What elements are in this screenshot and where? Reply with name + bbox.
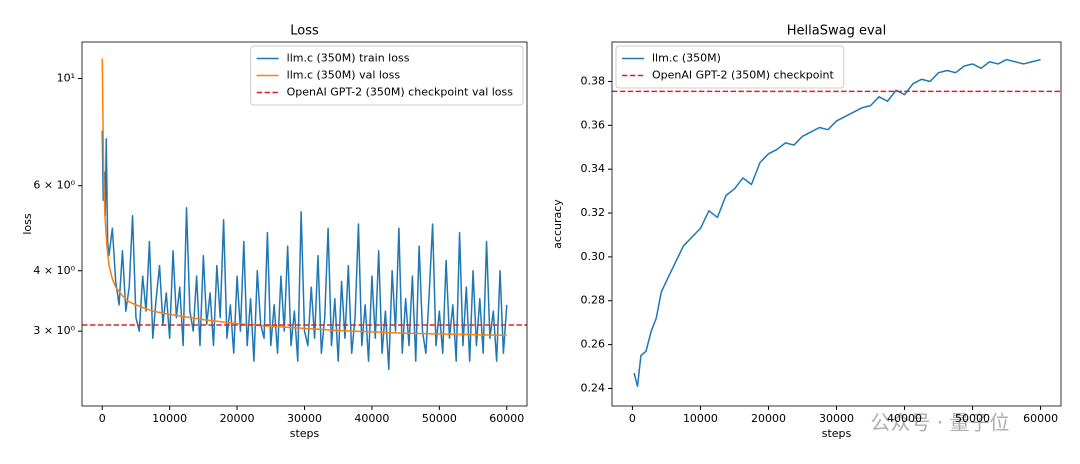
plot-area <box>612 58 1061 388</box>
x-tick-label: 60000 <box>489 412 524 425</box>
x-tick-label: 40000 <box>354 412 389 425</box>
legend-label: llm.c (350M) val loss <box>287 69 401 82</box>
plot-area <box>82 58 527 371</box>
chart-title: Loss <box>290 24 319 39</box>
legend: llm.c (350M) train loss llm.c (350M) val … <box>256 52 514 99</box>
y-tick-label: 0.36 <box>581 118 606 131</box>
y-tick-label: 0.28 <box>581 294 606 307</box>
y-tick-label: 0.38 <box>581 74 606 87</box>
y-tick-label: 0.24 <box>581 381 606 394</box>
x-tick-label: 40000 <box>887 412 922 425</box>
data-line <box>633 58 1041 388</box>
y-tick-label: 4 × 10⁰ <box>33 264 75 277</box>
y-tick-label: 0.34 <box>581 162 606 175</box>
legend-label: llm.c (350M) <box>652 52 721 65</box>
x-tick-label: 30000 <box>287 412 322 425</box>
y-tick-label: 6 × 10⁰ <box>33 179 75 192</box>
x-tick-label: 50000 <box>955 412 990 425</box>
y-tick-label: 3 × 10⁰ <box>33 324 75 337</box>
x-tick-label: 0 <box>99 412 106 425</box>
y-axis-label: loss <box>21 213 34 235</box>
x-tick-label: 60000 <box>1023 412 1058 425</box>
y-tick-label: 0.26 <box>581 338 606 351</box>
axes-frame <box>81 41 528 407</box>
x-tick-label: 20000 <box>751 412 786 425</box>
x-axis-label: steps <box>822 427 852 440</box>
x-axis-label: steps <box>290 427 320 440</box>
data-line <box>101 58 507 337</box>
x-tick-label: 30000 <box>819 412 854 425</box>
y-tick-label: 10¹ <box>57 72 75 85</box>
y-tick-label: 0.32 <box>581 206 606 219</box>
x-tick-label: 0 <box>629 412 636 425</box>
y-tick-label: 0.30 <box>581 250 606 263</box>
x-tick-label: 10000 <box>152 412 187 425</box>
axes-frame <box>611 41 1062 407</box>
legend-box <box>250 45 524 106</box>
legend-label: OpenAI GPT-2 (350M) checkpoint val loss <box>287 86 514 99</box>
chart-title: HellaSwag eval <box>787 24 886 39</box>
x-tick-label: 50000 <box>422 412 457 425</box>
legend: llm.c (350M) OpenAI GPT-2 (350M) checkpoi… <box>622 52 834 82</box>
x-tick-label: 10000 <box>683 412 718 425</box>
watermark: 公众号 · 量子位 <box>870 411 1009 435</box>
legend-label: llm.c (350M) train loss <box>287 52 410 65</box>
y-axis-label: accuracy <box>551 199 564 249</box>
legend-label: OpenAI GPT-2 (350M) checkpoint <box>652 69 834 82</box>
legend-box <box>615 45 845 89</box>
x-tick-label: 20000 <box>220 412 255 425</box>
